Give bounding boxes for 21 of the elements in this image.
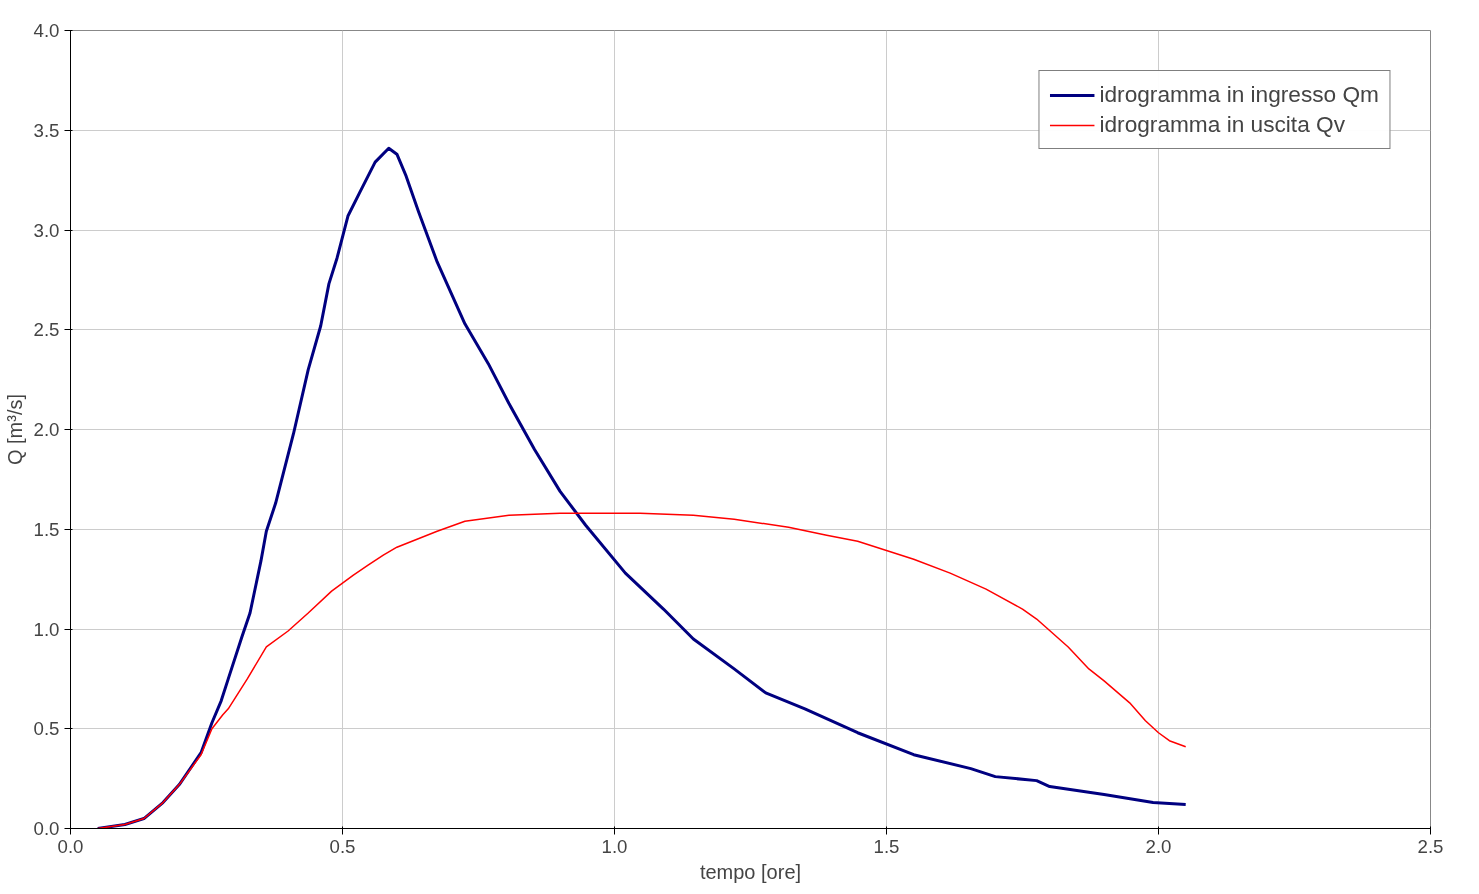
x-tick-label: 0.0	[57, 835, 84, 857]
legend-label: idrogramma in ingresso Qm	[1099, 81, 1379, 108]
y-tick-label: 3.5	[33, 119, 60, 141]
x-tick-label: 2.0	[1145, 835, 1172, 857]
x-tick-label: 0.5	[329, 835, 356, 857]
line-series	[96, 146, 1188, 829]
y-tick-label: 1.5	[33, 518, 60, 540]
x-tick-label: 1.0	[601, 835, 628, 857]
legend-label: idrogramma in uscita Qv	[1099, 111, 1345, 138]
y-tick-label: 3.0	[33, 219, 60, 241]
y-tick-label: 2.5	[33, 319, 60, 341]
y-axis-title: Q [m³/s]	[3, 393, 26, 466]
line-series	[96, 512, 1187, 829]
x-axis-title: tempo [ore]	[699, 860, 802, 883]
y-tick-label: 0.0	[33, 818, 60, 839]
y-tick-label: 4.0	[33, 20, 60, 41]
x-tick-label: 1.5	[873, 835, 900, 857]
y-tick-label: 2.0	[33, 419, 60, 440]
y-tick-label: 0.5	[33, 718, 60, 740]
y-tick-label: 1.0	[33, 618, 60, 640]
x-tick-label: 2.5	[1417, 835, 1444, 857]
